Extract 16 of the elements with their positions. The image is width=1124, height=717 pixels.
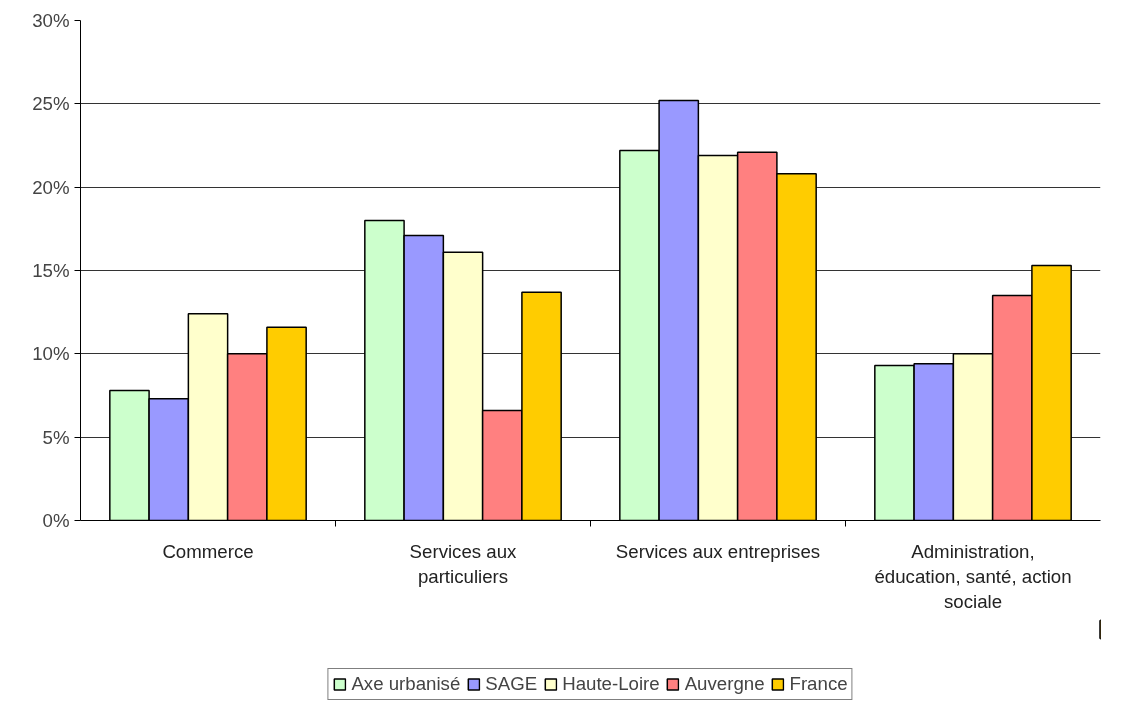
y-tick-label: 25% [32, 93, 70, 115]
x-tick-label: Services aux particuliers [409, 540, 518, 587]
x-tick-label: Services aux entreprises [615, 540, 821, 562]
y-tick-label: 5% [42, 426, 70, 448]
y-tick-label: 0% [42, 509, 70, 531]
y-tick-label: 10% [32, 343, 70, 365]
x-tick-label: Commerce [162, 540, 254, 562]
y-tick-label: 30% [32, 10, 70, 31]
legend-label: France [789, 673, 848, 695]
legend-label: Haute-Loire [562, 673, 660, 695]
legend-label: SAGE [485, 673, 538, 695]
x-tick-label: Administration, éducation, santé, action sociale [874, 540, 1072, 612]
y-tick-label: 20% [32, 176, 70, 198]
y-tick-label: 15% [32, 260, 70, 281]
legend-label: Axe urbanisé [351, 673, 461, 695]
legend-label: Auvergne [684, 673, 765, 695]
